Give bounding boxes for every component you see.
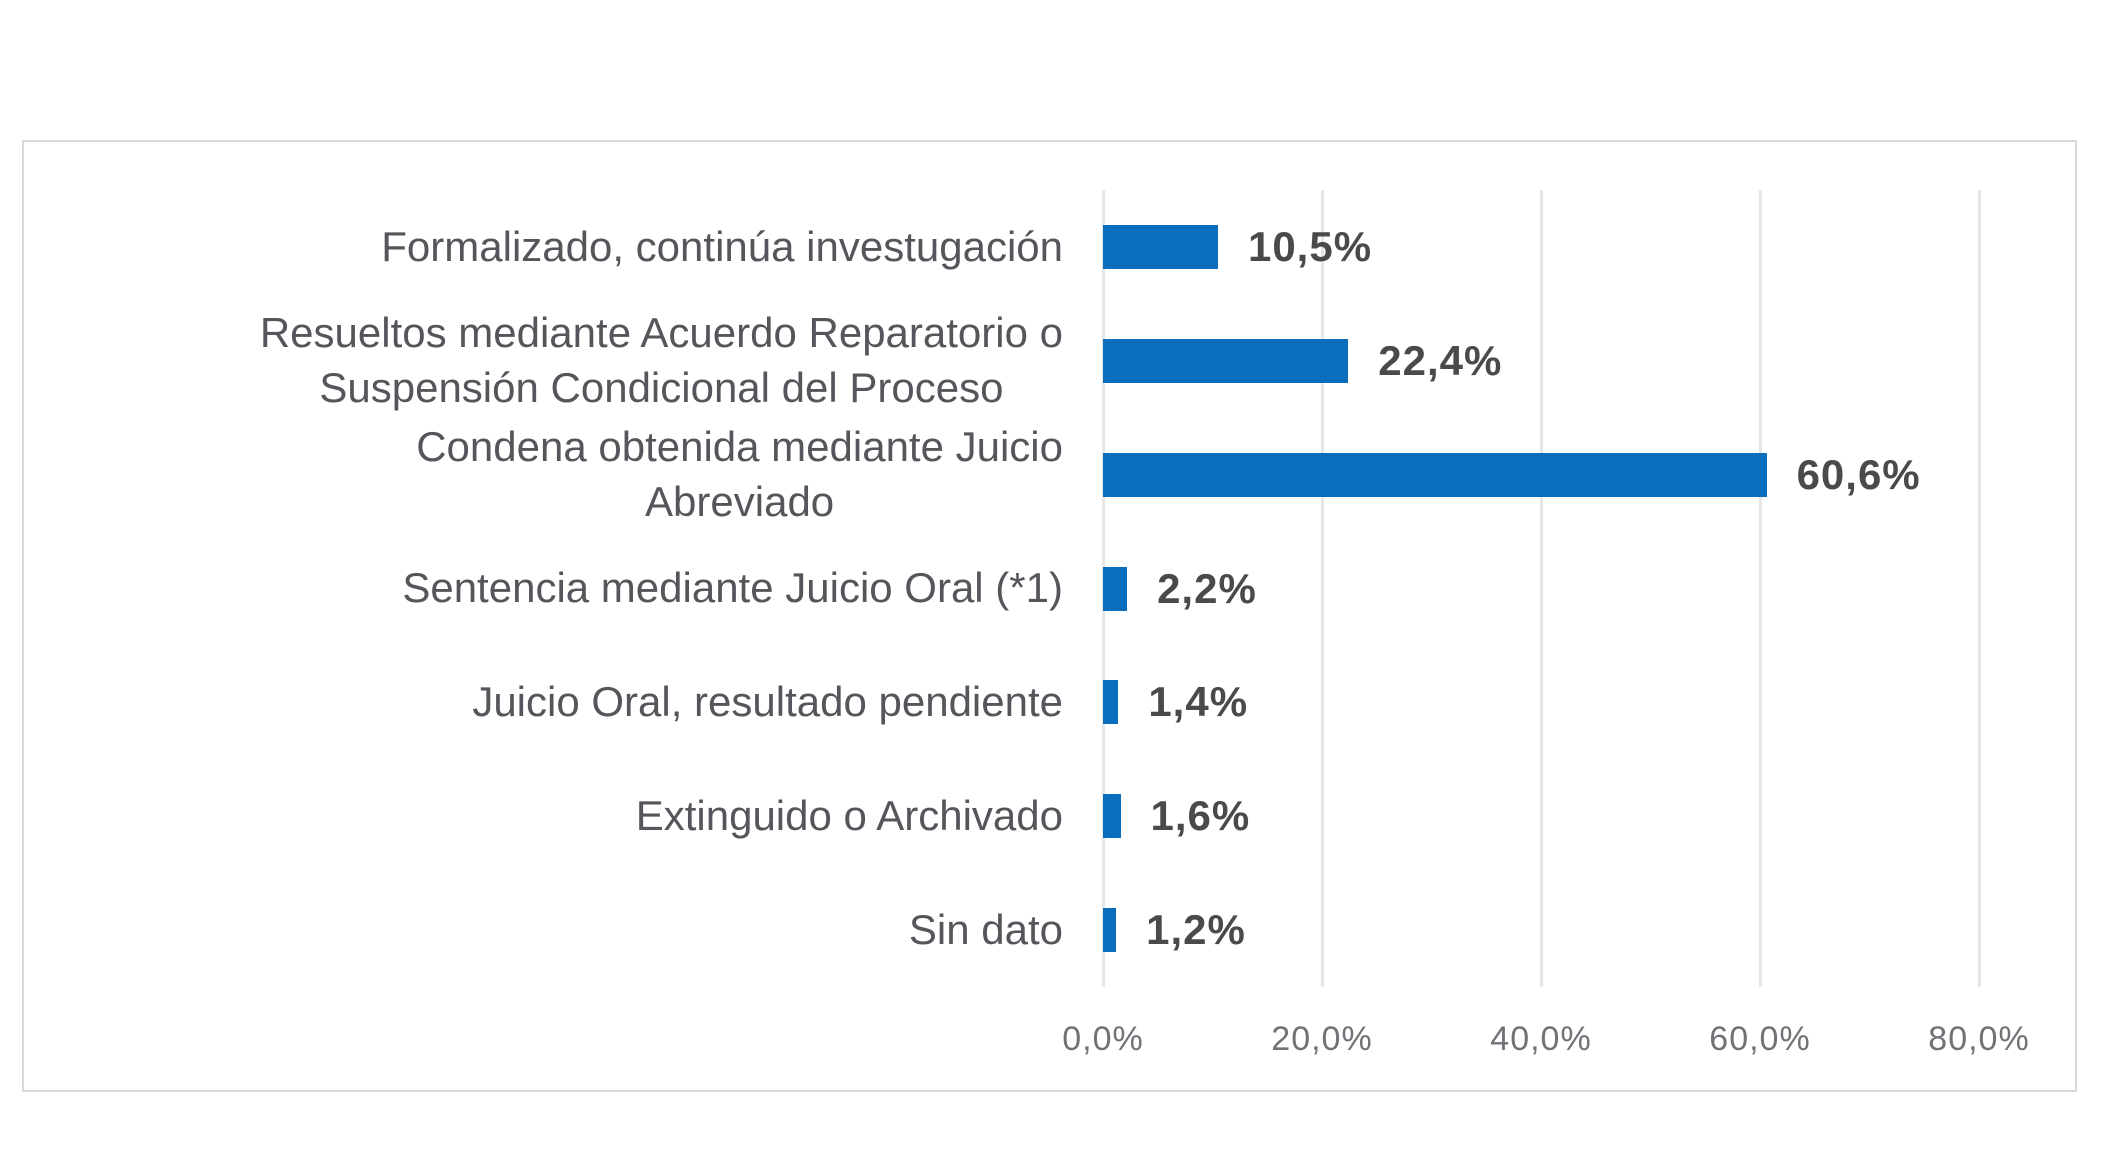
bar	[1103, 338, 1349, 383]
gridline	[1977, 190, 1981, 987]
category-label-line: Extinguido o Archivado	[635, 791, 1063, 839]
bar-value-label: 1,6%	[1150, 792, 1251, 840]
x-axis-tick-label: 20,0%	[1271, 1020, 1373, 1058]
category-label: Sentencia mediante Juicio Oral (*1)	[42, 532, 1083, 646]
bar-chart: Formalizado, continúa investugación Resue…	[22, 140, 2077, 1092]
bar-value-label: 1,2%	[1146, 906, 1246, 954]
x-axis-tick-label: 40,0%	[1490, 1020, 1592, 1058]
category-label-line: Formalizado, continúa investugación	[381, 222, 1063, 270]
category-label-line: Abreviado	[645, 477, 835, 525]
category-label-line: Resueltos mediante Acuerdo Reparatorio o	[259, 309, 1063, 357]
bar-value-label: 2,2%	[1157, 564, 1257, 612]
bar	[1103, 566, 1128, 611]
bar	[1103, 794, 1121, 839]
x-axis-tick-label: 60,0%	[1709, 1020, 1811, 1058]
bar-value-label: 22,4%	[1378, 336, 1503, 384]
bar-value-label: 60,6%	[1796, 450, 1921, 498]
bar	[1103, 680, 1119, 725]
category-label-line: Juicio Oral, resultado pendiente	[472, 678, 1063, 726]
category-label: Formalizado, continúa investugación	[42, 190, 1083, 304]
plot-area: 10,5% 22,4% 60,6% 2,2% 1,4% 1,6% 1,2%	[1101, 190, 1981, 987]
category-label: Condena obtenida mediante Juicio Abreviad…	[42, 418, 1083, 532]
gridline	[1539, 190, 1543, 987]
category-axis: Formalizado, continúa investugación Resue…	[42, 190, 1083, 987]
bar	[1103, 224, 1218, 269]
bar-value-label: 10,5%	[1247, 222, 1373, 270]
category-label-line: Sentencia mediante Juicio Oral (*1)	[402, 564, 1063, 612]
gridline	[1758, 190, 1762, 987]
x-axis-tick-label: 80,0%	[1928, 1020, 2030, 1058]
x-axis: 0,0% 20,0% 40,0% 60,0% 80,0%	[1062, 1020, 2028, 1070]
category-label-line: Suspensión Condicional del Proceso	[319, 363, 1004, 411]
category-label-line: Condena obtenida mediante Juicio	[416, 423, 1063, 471]
category-label: Sin dato	[42, 873, 1083, 987]
category-label: Resueltos mediante Acuerdo Reparatorio o…	[42, 304, 1083, 418]
bar	[1103, 452, 1767, 497]
bar	[1103, 908, 1117, 953]
x-axis-tick-label: 0,0%	[1062, 1020, 1144, 1058]
category-label-line: Sin dato	[908, 905, 1063, 953]
category-label: Juicio Oral, resultado pendiente	[42, 645, 1083, 759]
gridline	[1320, 190, 1324, 987]
bar-value-label: 1,4%	[1148, 678, 1249, 726]
category-label: Extinguido o Archivado	[42, 759, 1083, 873]
